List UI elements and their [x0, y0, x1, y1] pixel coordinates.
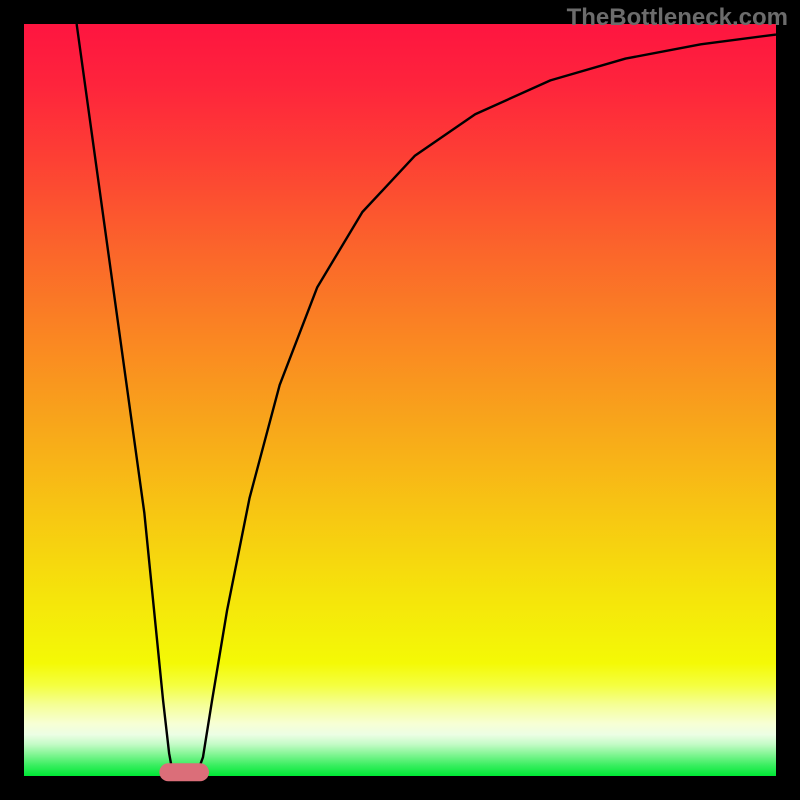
chart-container: TheBottleneck.com: [0, 0, 800, 800]
chart-svg: [0, 0, 800, 800]
plot-background: [24, 24, 776, 776]
minimum-marker: [159, 763, 209, 781]
watermark-text: TheBottleneck.com: [567, 4, 788, 32]
